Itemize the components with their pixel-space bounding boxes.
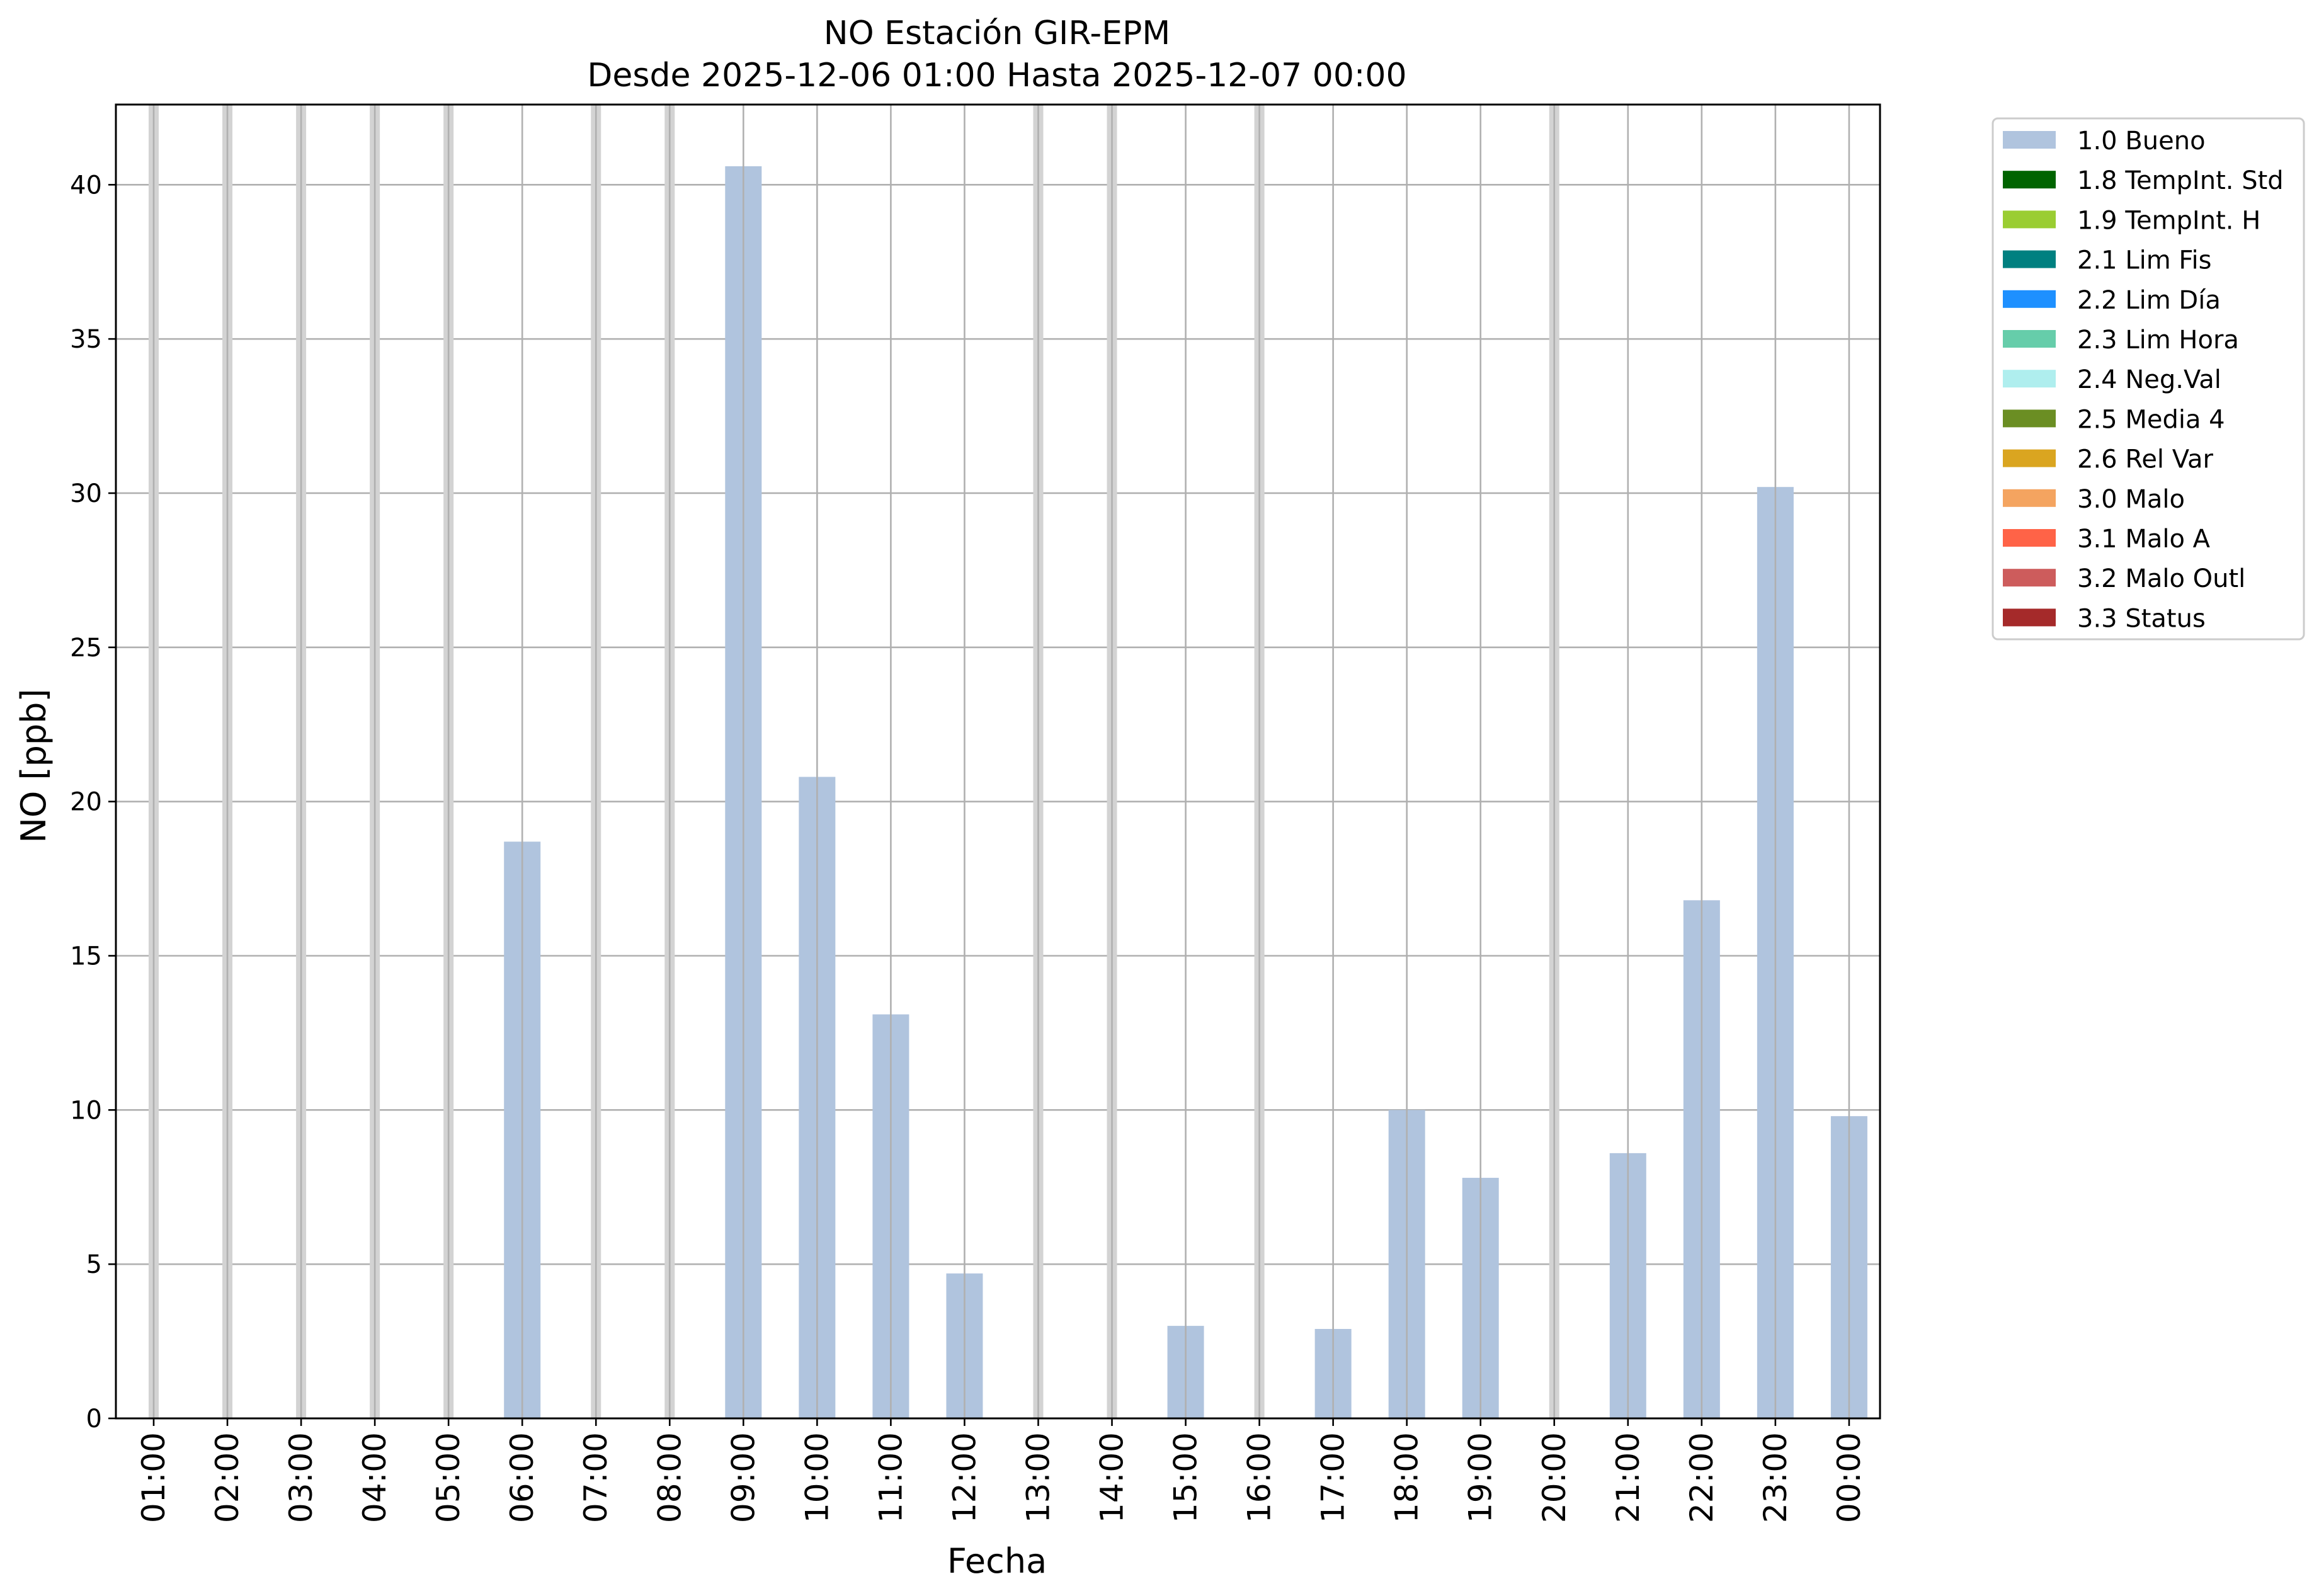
legend: 1.0 Bueno 1.8 TempInt. Std 1.9 TempInt. H 2… <box>1991 117 2305 641</box>
x-tick-label: 02:00 <box>209 1432 246 1523</box>
legend-label: 1.9 TempInt. H <box>2077 206 2260 235</box>
x-tick-label: 07:00 <box>578 1432 614 1523</box>
x-tick-label: 23:00 <box>1757 1432 1794 1523</box>
x-tick-label: 18:00 <box>1389 1432 1425 1523</box>
legend-label: 2.3 Lim Hora <box>2077 326 2239 355</box>
legend-label: 2.2 Lim Día <box>2077 286 2221 315</box>
legend-swatch <box>2003 131 2056 149</box>
legend-swatch <box>2003 171 2056 189</box>
y-tick-label: 35 <box>70 325 102 354</box>
x-axis-label: Fecha <box>947 1541 1047 1581</box>
legend-swatch <box>2003 210 2056 229</box>
x-tick-label: 05:00 <box>430 1432 467 1523</box>
legend-swatch <box>2003 290 2056 308</box>
legend-swatch <box>2003 569 2056 587</box>
y-tick-label: 5 <box>86 1250 102 1279</box>
x-tick-label: 16:00 <box>1241 1432 1278 1523</box>
y-tick-label: 20 <box>70 788 102 817</box>
x-tick-label: 08:00 <box>651 1432 688 1523</box>
legend-label: 3.1 Malo A <box>2077 525 2211 554</box>
plot-area: 0 5 10 15 20 25 30 35 40 01:00 02:00 03:00 04:00 05:0… <box>70 103 1881 1523</box>
x-tick-label: 11:00 <box>872 1432 909 1523</box>
x-tick-label: 01:00 <box>135 1432 172 1523</box>
y-tick-label: 0 <box>86 1405 102 1434</box>
legend-swatch <box>2003 449 2056 467</box>
legend-frame <box>1991 117 2305 641</box>
x-tick-label: 15:00 <box>1168 1432 1204 1523</box>
x-tick-label: 19:00 <box>1462 1432 1499 1523</box>
legend-swatch <box>2003 330 2056 348</box>
x-tick-label: 10:00 <box>799 1432 835 1523</box>
legend-swatch <box>2003 529 2056 547</box>
chart-subtitle: Desde 2025-12-06 01:00 Hasta 2025-12-07 … <box>587 57 1406 94</box>
y-tick-label: 10 <box>70 1096 102 1125</box>
legend-label: 2.1 Lim Fis <box>2077 246 2211 275</box>
legend-swatch <box>2003 409 2056 428</box>
legend-swatch <box>2003 250 2056 268</box>
legend-swatch <box>2003 489 2056 507</box>
x-tick-label: 00:00 <box>1831 1432 1867 1523</box>
y-tick-label: 15 <box>70 942 102 971</box>
legend-swatch <box>2003 370 2056 388</box>
x-tick-label: 04:00 <box>356 1432 393 1523</box>
plot-frame <box>115 103 1881 1420</box>
x-tick-label: 17:00 <box>1315 1432 1352 1523</box>
legend-label: 3.0 Malo <box>2077 485 2185 514</box>
x-tick-label: 12:00 <box>946 1432 983 1523</box>
chart-title: NO Estación GIR-EPM <box>824 14 1170 52</box>
y-tick-label: 25 <box>70 634 102 663</box>
legend-label: 3.2 Malo Outl <box>2077 564 2245 593</box>
y-tick-label: 40 <box>70 171 102 200</box>
x-tick-label: 14:00 <box>1094 1432 1131 1523</box>
x-tick-label: 03:00 <box>283 1432 319 1523</box>
legend-label: 2.5 Media 4 <box>2077 405 2225 434</box>
y-axis-label: NO [ppb] <box>14 688 54 843</box>
x-tick-label: 13:00 <box>1020 1432 1056 1523</box>
x-tick-label: 22:00 <box>1684 1432 1720 1523</box>
legend-label: 2.4 Neg.Val <box>2077 365 2221 394</box>
legend-swatch <box>2003 608 2056 627</box>
x-tick-label: 20:00 <box>1536 1432 1573 1523</box>
x-tick-label: 06:00 <box>504 1432 540 1523</box>
legend-label: 1.0 Bueno <box>2077 127 2206 156</box>
x-tick-label: 21:00 <box>1610 1432 1646 1523</box>
x-tick-label: 09:00 <box>725 1432 761 1523</box>
legend-label: 3.3 Status <box>2077 604 2206 633</box>
y-tick-label: 30 <box>70 479 102 508</box>
legend-label: 1.8 TempInt. Std <box>2077 166 2284 195</box>
legend-label: 2.6 Rel Var <box>2077 445 2214 474</box>
